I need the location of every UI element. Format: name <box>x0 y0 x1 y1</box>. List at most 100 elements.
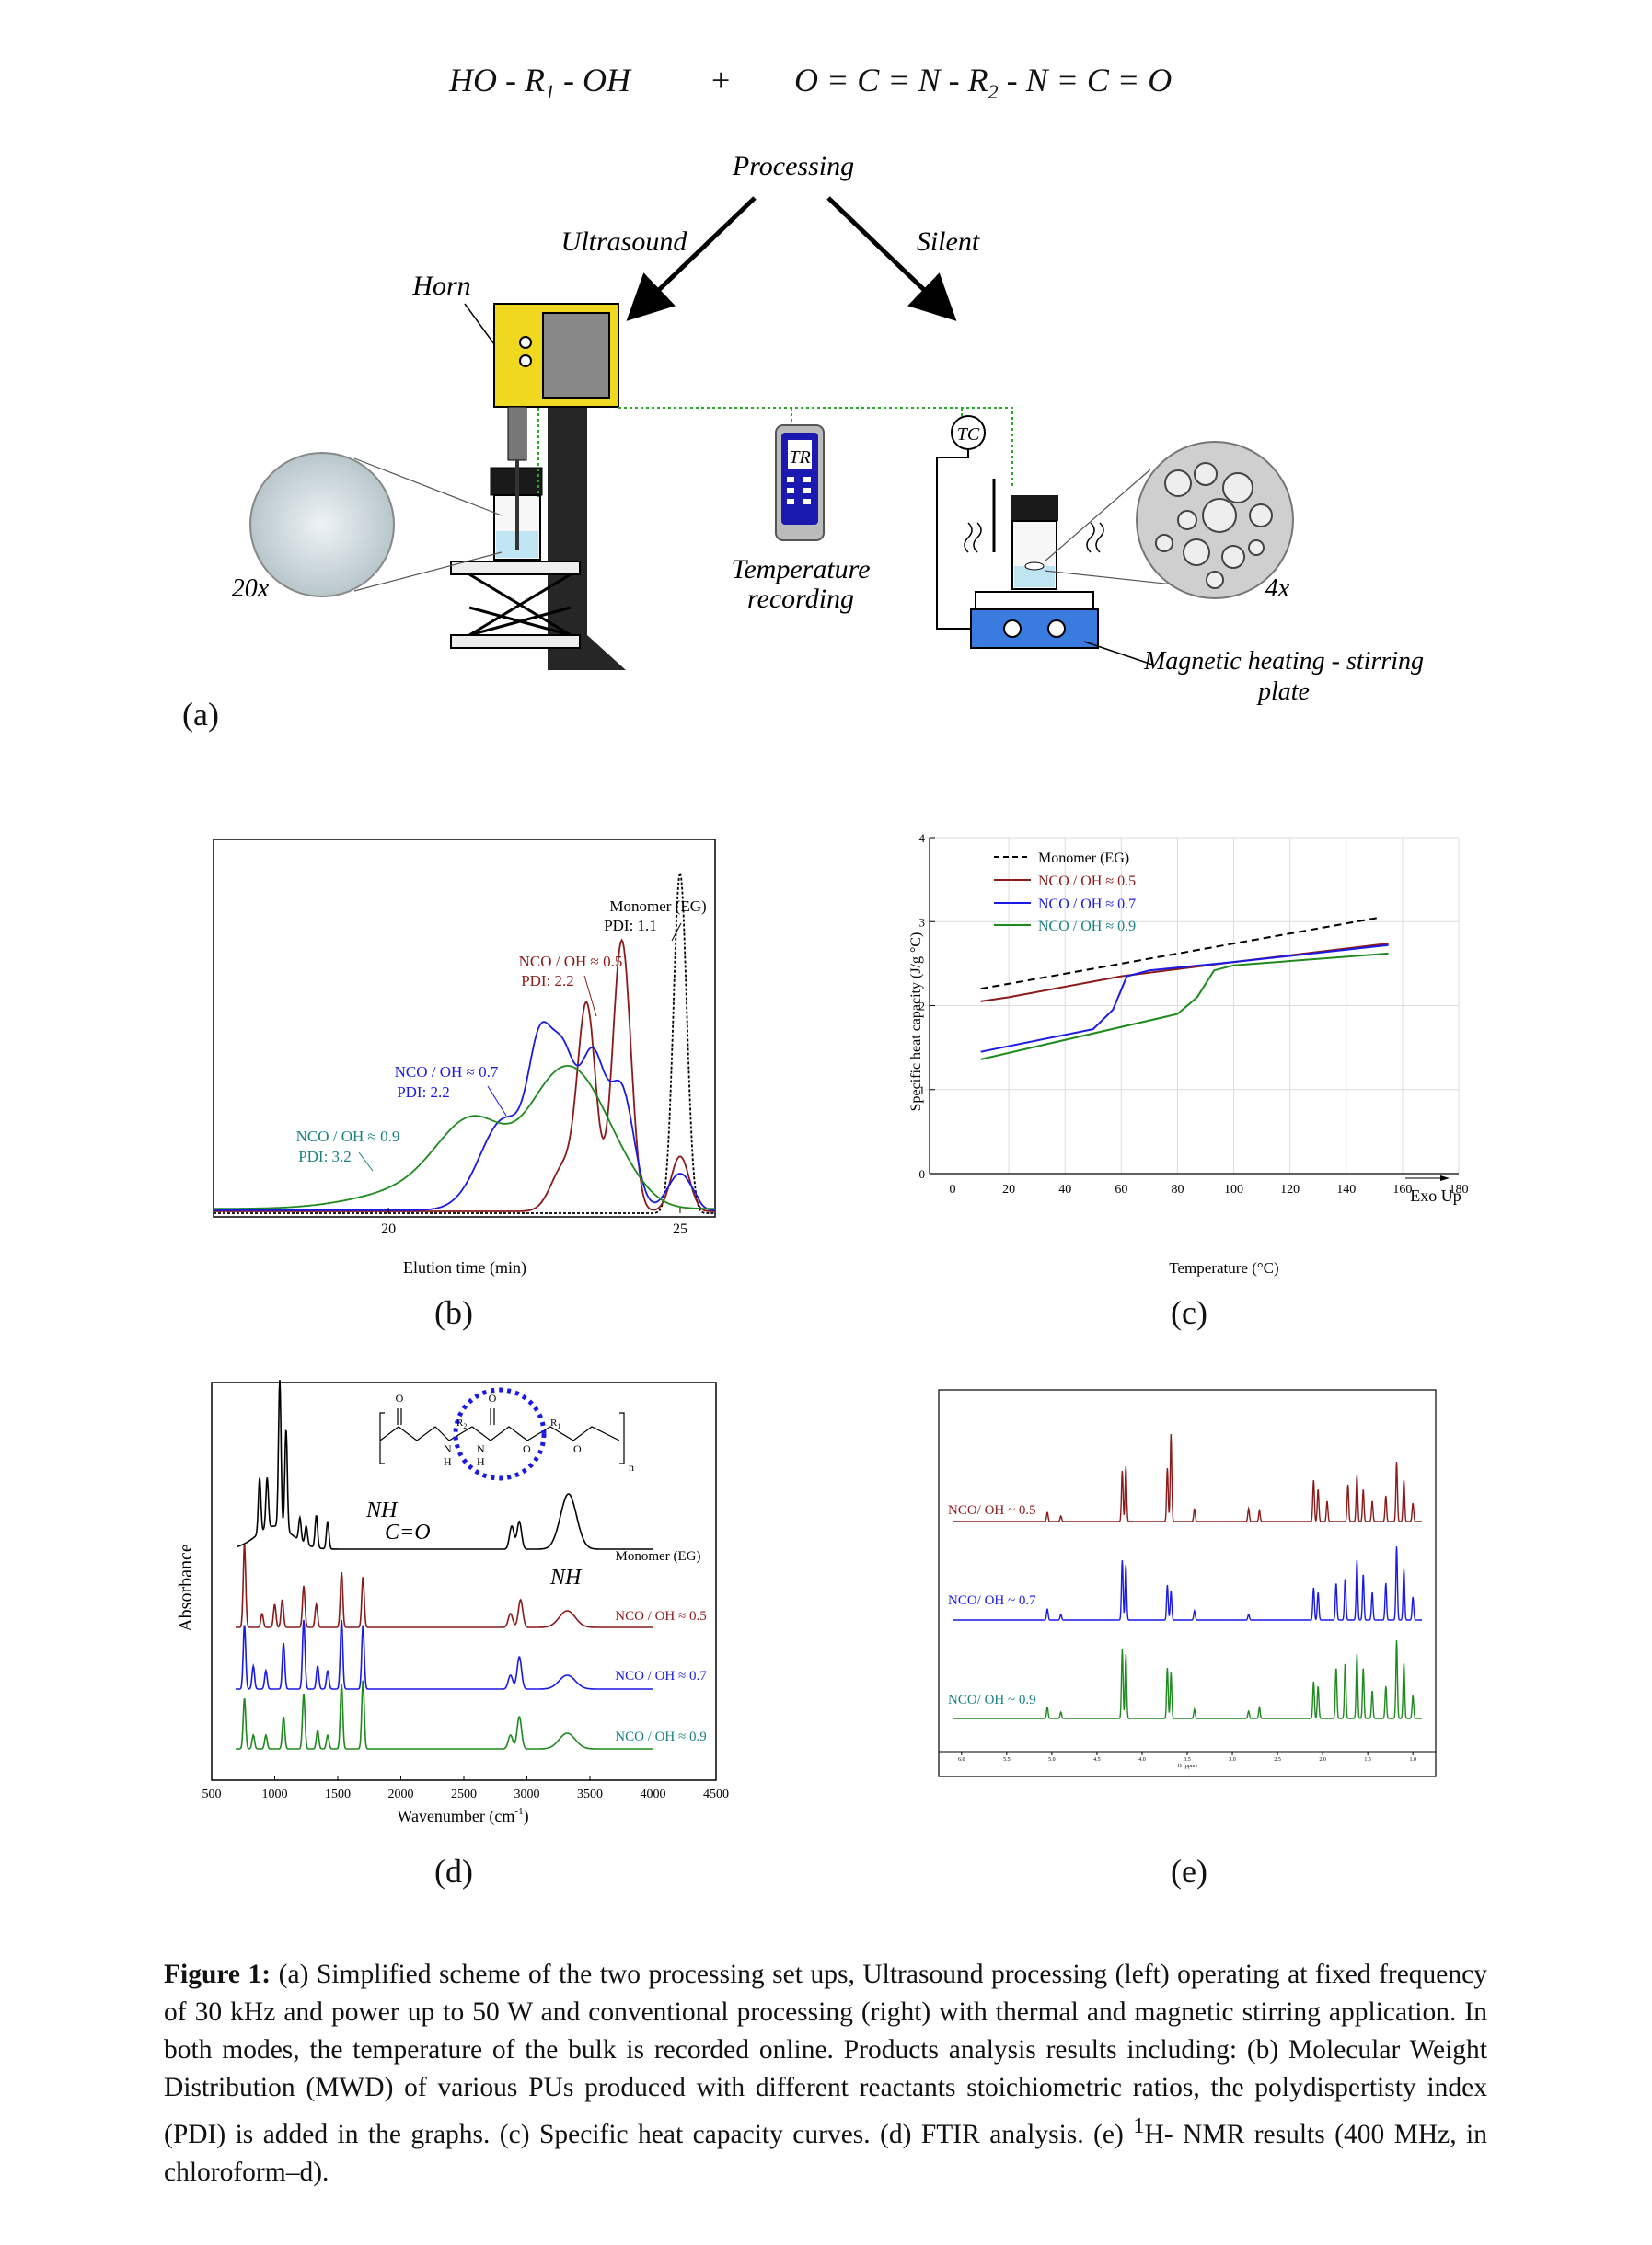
e-series-line <box>953 1639 1422 1719</box>
c-ytick-label: 1 <box>919 1083 926 1097</box>
microscope-20x <box>249 452 395 597</box>
c-legend-monomer: Monomer (EG) <box>1038 851 1129 866</box>
silent-label: Silent <box>917 226 980 257</box>
d-xtick-label: 4500 <box>703 1788 729 1801</box>
panel-d-label: (d) <box>434 1853 473 1890</box>
b-xtick-label: 25 <box>673 1221 687 1237</box>
chart-d-ftir: 500 1000 1500 2000 2500 3000 3500 4000 4500 Abso… <box>176 1379 729 1826</box>
b-label-07: NCO / OH ≈ 0.7 <box>395 1063 499 1081</box>
panel-e-label: (e) <box>1171 1853 1207 1890</box>
c-xtick-label: 0 <box>950 1183 956 1197</box>
c-xtick-label: 40 <box>1058 1183 1071 1197</box>
d-label-07: NCO / OH ≈ 0.7 <box>615 1669 707 1684</box>
chart-d-ylabel: Absorbance <box>176 1544 196 1632</box>
d-series-line <box>236 1619 653 1690</box>
d-label-09: NCO / OH ≈ 0.9 <box>615 1730 707 1744</box>
struct-r1: R1 <box>550 1418 560 1430</box>
e-label-05: NCO/ OH ~ 0.5 <box>948 1503 1036 1518</box>
e-xtick-label: 6.0 <box>958 1757 965 1763</box>
e-xtick-label: 1.0 <box>1409 1757 1416 1763</box>
ultrasound-label: Ultrasound <box>561 226 688 257</box>
struct-n2: N <box>477 1442 485 1455</box>
c-legend-07: NCO / OH ≈ 0.7 <box>1038 897 1136 912</box>
chart-c-exo-up: Exo Up <box>1410 1186 1461 1205</box>
d-xtick-label: 1500 <box>325 1788 351 1801</box>
c-xtick-label: 160 <box>1392 1183 1412 1197</box>
zoom-4x-label: 4x <box>1265 574 1290 603</box>
e-xtick-label: 5.0 <box>1048 1757 1056 1763</box>
c-legend-09: NCO / OH ≈ 0.9 <box>1038 919 1136 934</box>
e-xtick-label: 4.5 <box>1093 1757 1101 1763</box>
b-pdi-monomer: PDI: 1.1 <box>604 917 657 934</box>
temperature-recording-label-1: Temperature <box>731 554 870 584</box>
figure-caption: Figure 1: (a) Simplified scheme of the t… <box>164 1956 1487 2192</box>
c-xtick-label: 60 <box>1115 1183 1127 1197</box>
plus-sign: + <box>711 62 731 98</box>
struct-n-index: n <box>629 1461 634 1474</box>
panel-b-label: (b) <box>434 1294 473 1331</box>
tr-label: TR <box>789 447 810 468</box>
chart-e-xlabel: f1 (ppm) <box>1177 1763 1196 1769</box>
c-ytick-label: 2 <box>919 1000 926 1013</box>
e-xtick-label: 5.5 <box>1003 1757 1011 1763</box>
chart-c-ylabel: Specific heat capacity (J/g °C) <box>908 932 924 1112</box>
processing-label: Processing <box>732 151 854 181</box>
arrow-ultrasound <box>626 196 757 321</box>
b-label-monomer: Monomer (EG) <box>609 897 706 915</box>
chart-c-heat-capacity: 0 20 40 60 80 100 120 140 160 180 0 1 2 3 4 Specific h… <box>908 831 1469 1277</box>
horn-label: Horn <box>411 271 470 301</box>
e-xtick-label: 2.0 <box>1319 1757 1326 1763</box>
c-ytick-label: 3 <box>919 915 926 929</box>
d-xtick-label: 2000 <box>388 1788 414 1801</box>
d-label-monomer: Monomer (EG) <box>616 1549 701 1564</box>
b-xtick-label: 20 <box>381 1221 396 1237</box>
chart-c-xlabel: Temperature (°C) <box>1169 1259 1278 1277</box>
magnetic-plate-label-1: Magnetic heating - stirring <box>1143 647 1424 676</box>
arrow-silent <box>826 196 957 321</box>
e-series-line <box>953 1433 1422 1522</box>
c-series-line <box>980 952 1389 1060</box>
d-label-05: NCO / OH ≈ 0.5 <box>615 1609 707 1624</box>
d-series-line <box>236 1545 653 1628</box>
d-annot-nh-1: NH <box>365 1499 399 1522</box>
e-series-line <box>953 1545 1422 1621</box>
e-xtick-label: 4.0 <box>1138 1757 1146 1763</box>
c-xtick-label: 100 <box>1224 1183 1243 1197</box>
d-annot-nh-2: NH <box>549 1566 583 1590</box>
caption-superscript: 1 <box>1133 2113 1145 2138</box>
c-ytick-label: 0 <box>919 1167 926 1181</box>
struct-h1: H <box>444 1455 452 1468</box>
b-series-line <box>214 1021 715 1211</box>
diol-formula: HO - R1 - OH <box>449 62 630 104</box>
e-xtick-label: 3.0 <box>1229 1757 1236 1763</box>
bubble-cluster <box>1155 462 1273 589</box>
c-series-line <box>980 943 1389 1053</box>
d-series-line <box>237 1379 653 1550</box>
struct-o4: O <box>573 1442 582 1455</box>
magnetic-plate-label-2: plate <box>1256 677 1310 706</box>
chart-b-mwd: 20 25 Elution time (min) Monomer (EG) PDI… <box>213 839 716 1278</box>
tc-label: TC <box>957 424 980 445</box>
d-xtick-label: 2500 <box>451 1788 477 1801</box>
panel-c-label: (c) <box>1171 1294 1207 1331</box>
c-xtick-label: 120 <box>1280 1183 1300 1197</box>
temperature-recording-label-2: recording <box>747 584 854 614</box>
d-xtick-label: 3000 <box>514 1788 540 1801</box>
e-label-07: NCO/ OH ~ 0.7 <box>948 1593 1036 1608</box>
struct-o3: O <box>523 1442 531 1455</box>
chart-e-nmr: 6.0 5.5 5.0 4.5 4.0 3.5 3.0 2.5 2.0 1.5 1.0 f1 (pp… <box>938 1389 1437 1777</box>
b-series-line <box>214 1065 715 1210</box>
b-series-line <box>214 872 715 1214</box>
reaction-equation: HO - R1 - OH + O = C = N - R2 - N = C = … <box>0 61 1652 116</box>
chart-b-xlabel: Elution time (min) <box>403 1258 526 1278</box>
temperature-recorder <box>775 424 825 541</box>
e-xtick-label: 3.5 <box>1184 1757 1191 1763</box>
b-label-09: NCO / OH ≈ 0.9 <box>296 1128 400 1145</box>
c-xtick-label: 80 <box>1171 1183 1184 1197</box>
b-series-line <box>214 938 715 1212</box>
urethane-structure <box>379 1408 625 1464</box>
d-annot-co: C=O <box>385 1521 431 1545</box>
struct-o2: O <box>489 1392 497 1405</box>
diisocyanate-formula: O = C = N - R2 - N = C = O <box>794 62 1173 104</box>
d-xtick-label: 1000 <box>262 1788 288 1801</box>
